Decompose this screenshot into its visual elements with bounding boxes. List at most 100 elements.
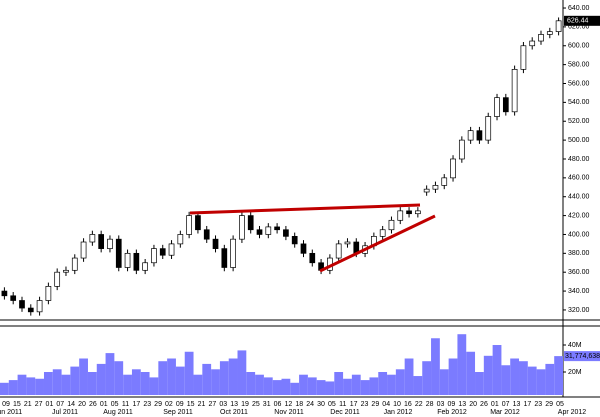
- volume-bar: [26, 377, 36, 395]
- x-tick-label: 09: [2, 401, 10, 408]
- candle-body: [80, 241, 87, 259]
- x-tick-label: 09: [176, 401, 184, 408]
- x-tick-label: 20: [469, 401, 477, 408]
- volume-bar: [343, 378, 352, 395]
- volume-bar: [263, 377, 273, 395]
- x-tick-label: 23: [534, 401, 542, 408]
- volume-bar: [70, 366, 80, 395]
- volume-bar: [43, 372, 53, 395]
- candle-body: [98, 234, 105, 249]
- y-tick-label: 620.00: [568, 24, 590, 31]
- last-volume-box: [564, 351, 600, 362]
- volume-bar: [0, 382, 9, 395]
- x-tick-label: 01: [100, 401, 108, 408]
- candle-body: [151, 248, 157, 264]
- x-month-label: Sep 2011: [163, 409, 193, 416]
- x-month-label: Apr 2012: [558, 409, 587, 416]
- candle-body: [300, 243, 307, 254]
- y-tick-label: 440.00: [568, 194, 590, 201]
- x-tick-label: 05: [556, 401, 564, 408]
- candle-body: [450, 158, 456, 179]
- x-tick-label: 12: [285, 401, 293, 408]
- volume-bar: [501, 365, 511, 395]
- x-tick-label: 29: [545, 401, 553, 408]
- candle-body: [71, 257, 78, 271]
- volume-bar: [360, 380, 370, 395]
- volume-bar: [202, 363, 212, 395]
- x-tick-label: 29: [371, 401, 379, 408]
- x-tick-label: 13: [458, 401, 466, 408]
- x-tick-label: 26: [480, 401, 488, 408]
- volume-bar: [105, 353, 115, 395]
- candle-body: [10, 295, 17, 301]
- x-tick-label: 07: [56, 401, 64, 408]
- y-tick-label: 640.00: [568, 5, 590, 12]
- candle-body: [256, 229, 263, 235]
- candle-body: [142, 262, 148, 271]
- candle-body: [432, 185, 439, 190]
- volume-bar: [334, 372, 344, 395]
- candle-body: [291, 235, 298, 245]
- volume-bar: [131, 369, 141, 395]
- volume-bar: [378, 372, 388, 395]
- candle-body: [63, 269, 69, 273]
- volume-bar: [299, 374, 308, 395]
- y-tick-label: 420.00: [568, 212, 590, 219]
- x-tick-label: 23: [143, 401, 151, 408]
- y-tick-label: 340.00: [568, 288, 590, 295]
- volume-bar: [466, 351, 476, 395]
- volume-bar: [290, 382, 300, 395]
- candle-body: [1, 290, 8, 297]
- volume-bar: [237, 350, 247, 395]
- volume-bar: [527, 366, 537, 395]
- y-tick-label: 460.00: [568, 175, 590, 182]
- volume-bar: [545, 363, 555, 395]
- candle-body: [54, 271, 61, 287]
- x-tick-label: 29: [154, 401, 162, 408]
- volume-bar: [211, 369, 220, 395]
- x-tick-label: 30: [317, 401, 325, 408]
- candle-body: [494, 97, 500, 117]
- x-tick-label: 28: [426, 401, 434, 408]
- candle-body: [520, 45, 527, 70]
- volume-bar: [255, 374, 264, 395]
- x-tick-label: 11: [339, 401, 346, 408]
- volume-bar: [325, 381, 335, 395]
- candle-body: [195, 215, 201, 231]
- volume-bar: [554, 356, 563, 395]
- x-tick-label: 03: [219, 401, 227, 408]
- x-tick-label: 17: [132, 401, 140, 408]
- volume-bar: [123, 374, 132, 395]
- volume-bar: [351, 374, 361, 395]
- candle-body: [107, 238, 113, 249]
- candle-body: [274, 226, 280, 231]
- candle-body: [230, 238, 236, 268]
- y-tick-label: 360.00: [568, 269, 590, 276]
- x-tick-label: 03: [437, 401, 445, 408]
- y-tick-label: 320.00: [568, 307, 590, 314]
- volume-bar: [167, 358, 176, 395]
- candle-body: [133, 252, 140, 271]
- x-tick-label: 26: [89, 401, 97, 408]
- volume-bar: [79, 358, 88, 395]
- candle-body: [45, 286, 52, 301]
- x-tick-label: 21: [198, 401, 206, 408]
- candle-body: [344, 241, 351, 245]
- x-tick-label: 11: [122, 401, 129, 408]
- volume-bar: [193, 374, 203, 395]
- last-volume-label: 31,774,638: [565, 353, 600, 360]
- y-tick-label: 560.00: [568, 80, 590, 87]
- candle-body: [511, 68, 518, 113]
- y-tick-label: 20M: [568, 369, 582, 376]
- x-tick-label: 04: [382, 401, 390, 408]
- candle-body: [388, 219, 395, 231]
- candle-body: [546, 31, 553, 35]
- volume-bar: [175, 366, 185, 395]
- x-tick-label: 07: [502, 401, 510, 408]
- y-tick-label: 500.00: [568, 137, 590, 144]
- volume-bar: [228, 358, 238, 395]
- x-month-label: Jan 2012: [384, 409, 413, 416]
- candle-body: [239, 215, 245, 240]
- trend-line: [189, 203, 421, 215]
- candle-body: [124, 252, 131, 268]
